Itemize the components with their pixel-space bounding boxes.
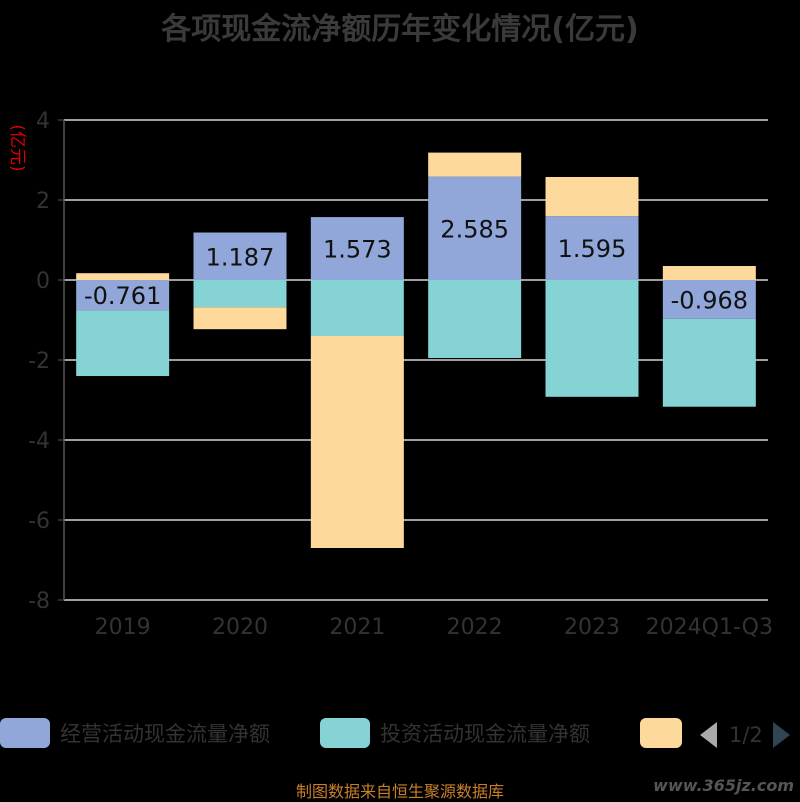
bar-2021-series0 — [310, 217, 404, 280]
data-label-2019: -0.761 — [84, 282, 161, 310]
y-tick-label: -4 — [28, 429, 50, 454]
data-label-2024Q1-Q3: -0.968 — [671, 286, 748, 314]
legend-swatch — [320, 718, 370, 748]
legend-pager: 1/2 — [700, 720, 790, 750]
legend-label: 经营活动现金流量净额 — [60, 722, 270, 746]
data-label-2021: 1.573 — [323, 236, 392, 264]
bars — [76, 152, 756, 548]
x-tick-label: 2020 — [212, 615, 268, 640]
x-tick-label: 2022 — [447, 615, 503, 640]
gridlines — [64, 119, 768, 601]
bar-2019-series1 — [76, 310, 170, 377]
legend-item-operating[interactable]: 经营活动现金流量净额 — [0, 718, 270, 748]
bar-2019-series0 — [76, 280, 170, 311]
legend-swatch — [0, 718, 50, 748]
bar-2023-series1 — [545, 280, 639, 397]
bar-2022-series2 — [428, 152, 522, 177]
legend-label: 投资活动现金流量净额 — [380, 722, 590, 746]
legend-item-third[interactable] — [640, 718, 682, 748]
data-label-2020: 1.187 — [206, 243, 275, 271]
x-tick-label: 2024Q1-Q3 — [646, 615, 773, 640]
axes: 4 2 0 -2 -4 -6 -8 2019 2020 2021 2022 2023 2024Q1-Q3 — [28, 109, 773, 640]
pager-page-indicator: 1/2 — [729, 723, 763, 747]
bar-2024Q1-Q3-series2 — [662, 266, 756, 280]
legend: 经营活动现金流量净额 投资活动现金流量净额 1/2 — [0, 712, 800, 756]
x-tick-label: 2021 — [329, 615, 385, 640]
bar-2022-series1 — [428, 280, 522, 358]
y-tick-label: -2 — [28, 349, 50, 374]
y-tick-label: 4 — [36, 109, 50, 134]
bar-2019-series2 — [76, 273, 170, 280]
bar-2021-series1 — [310, 280, 404, 336]
data-label-2022: 2.585 — [440, 215, 509, 243]
data-source-note: 制图数据来自恒生聚源数据库 — [295, 782, 504, 801]
pager-next-icon[interactable] — [772, 722, 790, 748]
bar-2023-series2 — [545, 177, 639, 217]
x-tick-label: 2023 — [564, 615, 620, 640]
y-axis-label: (亿元) — [7, 124, 27, 171]
bar-2020-series0 — [193, 232, 287, 280]
stacked-bar-chart: -0.761 1.187 1.573 2.585 1.595 -0.968 4 2 0 -2 -4… — [7, 109, 773, 640]
bar-2020-series1 — [193, 280, 287, 308]
y-tick-label: 2 — [36, 189, 50, 214]
y-tick-label: -8 — [28, 589, 50, 614]
chart-title: 各项现金流净额历年变化情况(亿元) — [161, 12, 639, 47]
data-labels: -0.761 1.187 1.573 2.585 1.595 -0.968 — [84, 215, 748, 314]
bar-2021-series2 — [310, 336, 404, 548]
x-tick-label: 2019 — [95, 615, 151, 640]
bar-2023-series0 — [545, 216, 639, 280]
bar-2024Q1-Q3-series0 — [662, 280, 756, 319]
data-label-2023: 1.595 — [558, 235, 627, 263]
pager-prev-icon[interactable] — [700, 722, 717, 748]
y-tick-label: -6 — [28, 509, 50, 534]
watermark: www.365jz.com — [653, 776, 794, 795]
bar-2024Q1-Q3-series1 — [662, 318, 756, 407]
legend-swatch — [640, 718, 682, 748]
y-tick-label: 0 — [36, 269, 50, 294]
legend-item-investing[interactable]: 投资活动现金流量净额 — [320, 718, 590, 748]
bar-2022-series0 — [428, 176, 522, 280]
bar-2020-series2 — [193, 307, 287, 330]
